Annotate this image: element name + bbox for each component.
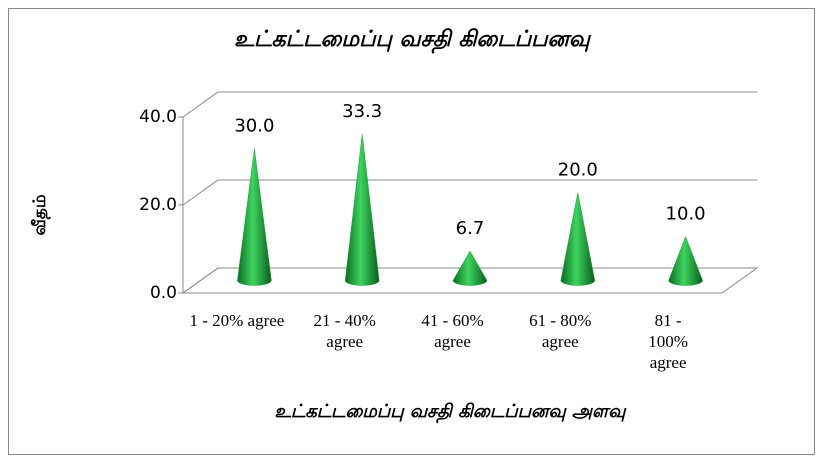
value-label: 10.0 [666,204,706,225]
x-tick-label: 41 - 60% agree [421,311,484,351]
value-label: 20.0 [558,160,598,181]
x-tick-label: 1 - 20% agree [189,311,285,330]
cone [237,148,272,286]
chart-title: உட்கட்டமைப்பு வசதி கிடைப்பனவு [234,27,592,54]
y-tick-label: 20.0 [139,195,177,215]
x-tick-label: 81 - 100% agree [648,311,688,372]
x-tick-label: 61 - 80% agree [529,311,592,351]
grid-line [182,179,757,206]
cone [668,235,703,286]
value-label: 30.0 [234,116,274,137]
y-tick-label: 40.0 [139,107,177,127]
cone [344,133,380,286]
x-axis-label: உட்கட்டமைப்பு வசதி கிடைப்பனவு அளவு [275,401,628,424]
x-tick-label: 21 - 40% agree [313,311,376,351]
y-axis-label: வீதம் [30,194,50,235]
grid-line [182,91,757,118]
chart-border [8,8,815,455]
cone [560,192,596,286]
y-tick-label: 0.0 [150,283,177,303]
value-label: 33.3 [342,101,382,122]
cone [452,250,488,286]
value-label: 6.7 [456,218,485,239]
